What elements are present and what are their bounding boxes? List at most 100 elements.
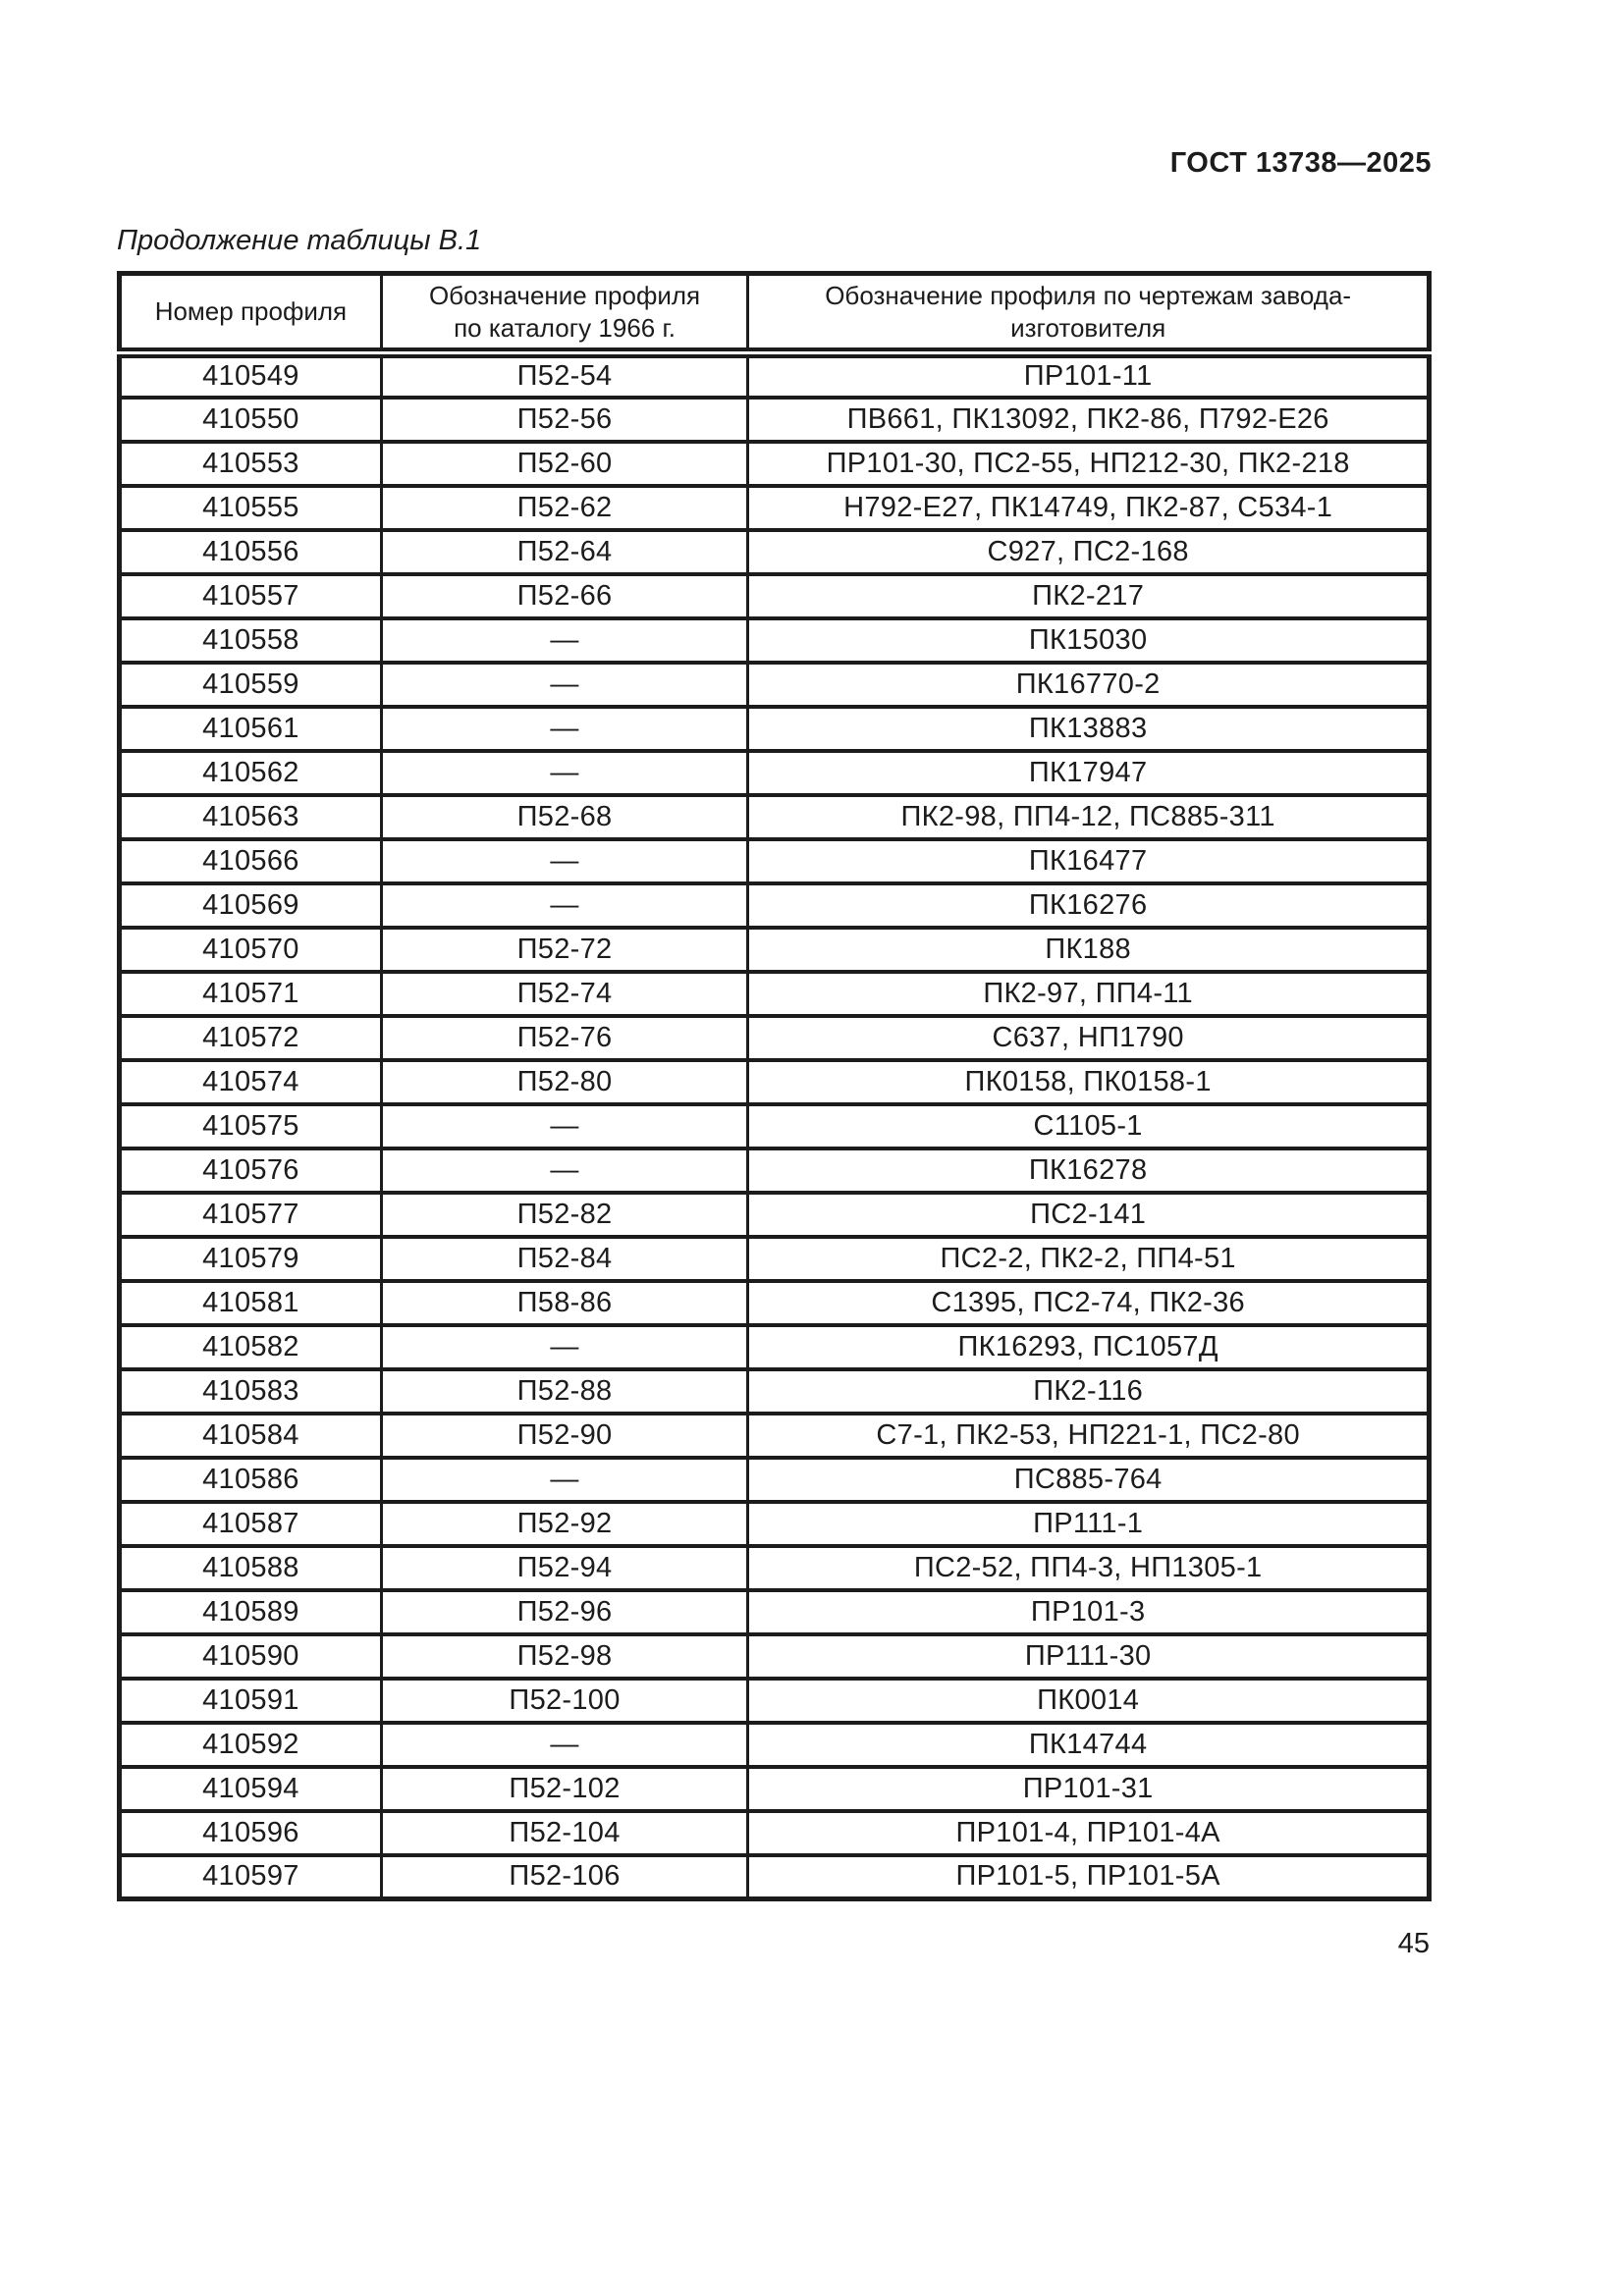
table-row: 410563 П52-68 ПК2-98, ПП4-12, ПС885-311 — [118, 792, 1431, 841]
cell-catalog-1966-designation: П52-82 — [379, 1190, 750, 1239]
cell-factory-drawing-designation: ПС2-141 — [746, 1190, 1431, 1239]
cell-profile-number: 410588 — [118, 1543, 383, 1592]
table-row: 410557 П52-66 ПК2-217 — [118, 571, 1431, 620]
cell-factory-drawing-designation: ПС885-764 — [746, 1455, 1431, 1504]
cell-factory-drawing-designation: ПК2-98, ПП4-12, ПС885-311 — [746, 792, 1431, 841]
cell-factory-drawing-designation: ПР101-11 — [746, 350, 1431, 400]
cell-factory-drawing-designation: ПР101-30, ПС2-55, НП212-30, ПК2-218 — [746, 439, 1431, 488]
cell-catalog-1966-designation: — — [379, 1146, 750, 1195]
cell-profile-number: 410579 — [118, 1234, 383, 1283]
table-row: 410558— ПК15030 — [118, 615, 1431, 665]
cell-catalog-1966-designation: П52-90 — [379, 1411, 750, 1460]
cell-catalog-1966-designation: П52-80 — [379, 1057, 750, 1106]
page-number: 45 — [1397, 1928, 1430, 1959]
cell-catalog-1966-designation: П52-104 — [379, 1808, 750, 1857]
cell-factory-drawing-designation: ПК188 — [746, 925, 1431, 974]
cell-factory-drawing-designation: ПР111-1 — [746, 1499, 1431, 1548]
cell-profile-number: 410592 — [118, 1720, 383, 1769]
cell-catalog-1966-designation: П52-62 — [379, 483, 750, 532]
cell-catalog-1966-designation: П58-86 — [379, 1278, 750, 1327]
cell-catalog-1966-designation: П52-56 — [379, 395, 750, 444]
table-row: 410571 П52-74 ПК2-97, ПП4-11 — [118, 969, 1431, 1018]
table-row: 410570 П52-72 ПК188 — [118, 925, 1431, 974]
cell-factory-drawing-designation: ПС2-2, ПК2-2, ПП4-51 — [746, 1234, 1431, 1283]
cell-profile-number: 410590 — [118, 1631, 383, 1681]
table-row: 410566— ПК16477 — [118, 836, 1431, 885]
cell-factory-drawing-designation: С1395, ПС2-74, ПК2-36 — [746, 1278, 1431, 1327]
cell-profile-number: 410591 — [118, 1676, 383, 1725]
cell-catalog-1966-designation: П52-102 — [379, 1764, 750, 1813]
cell-profile-number: 410562 — [118, 748, 383, 797]
cell-profile-number: 410553 — [118, 439, 383, 488]
table-caption: Продолжение таблицы В.1 — [117, 225, 482, 256]
cell-catalog-1966-designation: П52-106 — [379, 1852, 750, 1901]
cell-factory-drawing-designation: С637, НП1790 — [746, 1013, 1431, 1062]
cell-factory-drawing-designation: С927, ПС2-168 — [746, 527, 1431, 576]
cell-catalog-1966-designation: — — [379, 748, 750, 797]
table-row: 410575— С1105-1 — [118, 1101, 1431, 1150]
cell-catalog-1966-designation: — — [379, 615, 750, 665]
cell-profile-number: 410566 — [118, 836, 383, 885]
table-row: 410594 П52-102 ПР101-31 — [118, 1764, 1431, 1813]
cell-profile-number: 410597 — [118, 1852, 383, 1901]
cell-catalog-1966-designation: П52-68 — [379, 792, 750, 841]
cell-catalog-1966-designation: — — [379, 1720, 750, 1769]
cell-factory-drawing-designation: ПК17947 — [746, 748, 1431, 797]
cell-profile-number: 410575 — [118, 1101, 383, 1150]
cell-profile-number: 410581 — [118, 1278, 383, 1327]
cell-factory-drawing-designation: ПК14744 — [746, 1720, 1431, 1769]
cell-profile-number: 410558 — [118, 615, 383, 665]
column-header-profile-number: Номер профиля — [118, 272, 383, 358]
cell-catalog-1966-designation: — — [379, 1101, 750, 1150]
table-row: 410576— ПК16278 — [118, 1146, 1431, 1195]
cell-profile-number: 410582 — [118, 1322, 383, 1371]
table-row: 410577 П52-82 ПС2-141 — [118, 1190, 1431, 1239]
cell-factory-drawing-designation: ПР101-3 — [746, 1587, 1431, 1636]
cell-factory-drawing-designation: ПК16770-2 — [746, 660, 1431, 709]
cell-factory-drawing-designation: С7-1, ПК2-53, НП221-1, ПС2-80 — [746, 1411, 1431, 1460]
table-row: 410587 П52-92 ПР111-1 — [118, 1499, 1431, 1548]
cell-factory-drawing-designation: ПК2-116 — [746, 1366, 1431, 1415]
cell-factory-drawing-designation: ПК15030 — [746, 615, 1431, 665]
cell-factory-drawing-designation: ПК16278 — [746, 1146, 1431, 1195]
table-row: 410584 П52-90 С7-1, ПК2-53, НП221-1, ПС2-8… — [118, 1411, 1431, 1460]
table-row: 410597 П52-106 ПР101-5, ПР101-5А — [118, 1852, 1431, 1901]
cell-profile-number: 410589 — [118, 1587, 383, 1636]
table-row: 410592— ПК14744 — [118, 1720, 1431, 1769]
table-row: 410561— ПК13883 — [118, 704, 1431, 753]
cell-catalog-1966-designation: П52-54 — [379, 350, 750, 400]
cell-catalog-1966-designation: П52-64 — [379, 527, 750, 576]
cell-catalog-1966-designation: П52-96 — [379, 1587, 750, 1636]
cell-catalog-1966-designation: — — [379, 1455, 750, 1504]
column-header-factory-drawings: Обозначение профиля по чертежам завода-и… — [746, 272, 1431, 358]
cell-factory-drawing-designation: ПК0014 — [746, 1676, 1431, 1725]
cell-factory-drawing-designation: ПР111-30 — [746, 1631, 1431, 1681]
cell-profile-number: 410563 — [118, 792, 383, 841]
cell-profile-number: 410556 — [118, 527, 383, 576]
table-row: 410590 П52-98 ПР111-30 — [118, 1631, 1431, 1681]
table-row: 410555 П52-62 Н792-Е27, ПК14749, ПК2-87, С… — [118, 483, 1431, 532]
cell-profile-number: 410559 — [118, 660, 383, 709]
table-row: 410583 П52-88 ПК2-116 — [118, 1366, 1431, 1415]
cell-profile-number: 410584 — [118, 1411, 383, 1460]
cell-profile-number: 410572 — [118, 1013, 383, 1062]
table-row: 410582— ПК16293, ПС1057Д — [118, 1322, 1431, 1371]
cell-catalog-1966-designation: П52-76 — [379, 1013, 750, 1062]
table-row: 410579 П52-84 ПС2-2, ПК2-2, ПП4-51 — [118, 1234, 1431, 1283]
table-body: 410549 П52-54 ПР101-11 410550 П52-56 ПВ661, П… — [118, 350, 1431, 1901]
cell-factory-drawing-designation: ПК13883 — [746, 704, 1431, 753]
cell-catalog-1966-designation: П52-60 — [379, 439, 750, 488]
column-header-catalog-1966: Обозначение профиля по каталогу 1966 г. — [379, 272, 750, 358]
table-header-row: Номер профиля Обозначение профиля по кат… — [118, 272, 1431, 358]
cell-catalog-1966-designation: — — [379, 660, 750, 709]
cell-factory-drawing-designation: ПК0158, ПК0158-1 — [746, 1057, 1431, 1106]
cell-catalog-1966-designation: П52-100 — [379, 1676, 750, 1725]
cell-catalog-1966-designation: П52-98 — [379, 1631, 750, 1681]
cell-factory-drawing-designation: ПК16477 — [746, 836, 1431, 885]
cell-profile-number: 410596 — [118, 1808, 383, 1857]
cell-factory-drawing-designation: ПР101-4, ПР101-4А — [746, 1808, 1431, 1857]
cell-profile-number: 410586 — [118, 1455, 383, 1504]
cell-factory-drawing-designation: ПР101-5, ПР101-5А — [746, 1852, 1431, 1901]
cell-catalog-1966-designation: — — [379, 881, 750, 930]
cell-profile-number: 410571 — [118, 969, 383, 1018]
